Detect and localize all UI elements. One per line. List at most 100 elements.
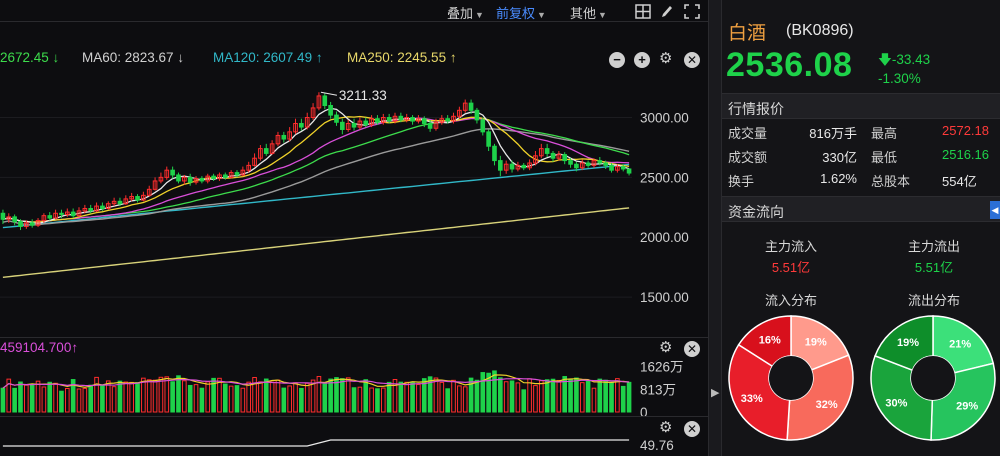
turnover-rate-label: 换手: [728, 174, 755, 189]
flow-scroll-right-button[interactable]: ◀: [990, 201, 1000, 219]
volume-tick-label: 1626万: [640, 360, 684, 375]
ma60-value: MA60: 2823.67 ↓: [82, 50, 185, 65]
price-change-percent: -1.30%: [878, 71, 921, 86]
volume-bar: [503, 381, 509, 413]
volume-header: 459104.700↑ ⚙ ✕: [0, 337, 708, 357]
candle-body: [386, 116, 392, 122]
quote-row: 成交额 330亿 最低 2516.16: [722, 147, 1000, 167]
volume-bar: [269, 381, 275, 413]
ma-legend-bar: 2672.45 ↓ MA60: 2823.67 ↓ MA120: 2607.49…: [0, 48, 708, 70]
candle-body: [509, 163, 515, 170]
volume-header-value: 459104.700↑: [0, 340, 79, 355]
volume-bar: [199, 387, 205, 413]
close-indicator-panel-button[interactable]: ✕: [684, 421, 700, 437]
volume-bar: [152, 379, 158, 413]
indicator-line: 49.76: [2, 438, 674, 453]
volume-bar: [299, 387, 304, 413]
high-label: 最高: [871, 126, 898, 141]
candle-body: [527, 162, 532, 169]
candle-body: [340, 121, 345, 130]
volume-bar: [550, 378, 556, 413]
zoom-out-button[interactable]: −: [609, 52, 625, 68]
volume-bar: [585, 380, 591, 413]
candle-body: [304, 116, 310, 128]
other-dropdown[interactable]: 其他 ▼: [570, 3, 607, 22]
quote-row: 换手 1.62% 总股本 554亿: [722, 171, 1000, 191]
zoom-in-button[interactable]: +: [634, 52, 650, 68]
capital-flow-title: 资金流向: [728, 204, 784, 220]
candle-body: [111, 200, 117, 205]
volume-bar: [334, 377, 339, 413]
volume-settings-gear-icon[interactable]: ⚙: [659, 339, 673, 356]
inflow-slice-label: 16%: [759, 334, 781, 346]
fullscreen-icon[interactable]: [684, 4, 700, 19]
candle-body: [18, 221, 23, 227]
main-inflow-label: 主力流入: [764, 239, 817, 254]
volume-bar: [211, 377, 216, 413]
volume-bar: [94, 376, 99, 413]
close-price-panel-button[interactable]: ✕: [684, 52, 700, 68]
price-grid: [0, 116, 632, 298]
candle-body: [176, 174, 181, 182]
candle-body: [228, 172, 234, 178]
chevron-down-icon: ▼: [475, 10, 484, 20]
adjust-label: 前复权: [496, 6, 536, 21]
candle-body: [199, 178, 205, 182]
volume-bar: [380, 387, 386, 413]
candle-body: [544, 148, 550, 154]
quote-info-panel: 白酒 (BK0896) 2536.08 🡇-33.43 -1.30% 行情报价 …: [722, 0, 1000, 456]
ma-partial-value: 2672.45 ↓: [0, 50, 60, 65]
volume-bar: [287, 385, 292, 413]
price-settings-gear-icon[interactable]: ⚙: [659, 50, 673, 67]
outflow-hole: [911, 356, 955, 400]
candle-body: [486, 131, 491, 147]
volume-bar: [340, 378, 345, 413]
low-label: 最低: [871, 150, 898, 165]
overlay-dropdown[interactable]: 叠加 ▼: [447, 3, 484, 22]
volume-bar: [205, 381, 211, 413]
volume-bar: [240, 387, 246, 413]
inflow-slice-label: 32%: [816, 399, 838, 411]
volume-bar: [363, 379, 369, 413]
price-tick-label: 2000.00: [640, 230, 689, 245]
candle-body: [59, 212, 64, 215]
sector-name: 白酒: [728, 23, 767, 44]
candle-body: [474, 109, 480, 121]
candle-body: [392, 115, 398, 122]
close-volume-panel-button[interactable]: ✕: [684, 341, 700, 357]
candle-body: [0, 212, 6, 220]
high-marker-arrow: [320, 91, 338, 96]
candle-body: [433, 121, 439, 129]
candle-body: [562, 154, 568, 162]
indicator-header: ⚙ ✕: [0, 416, 708, 437]
main-outflow-label: 主力流出: [907, 239, 960, 254]
candle-body: [70, 211, 76, 217]
turnover-amount-label: 成交额: [728, 150, 768, 165]
volume-bar: [568, 378, 573, 413]
candle-body: [129, 196, 134, 200]
volume-bar: [228, 385, 234, 413]
candle-body: [170, 169, 175, 176]
draw-pen-icon[interactable]: [659, 4, 675, 19]
candle-body: [141, 194, 146, 201]
candle-body: [53, 212, 58, 219]
candle-body: [427, 122, 433, 129]
volume-bar: [64, 387, 70, 413]
volume-bar: [47, 381, 53, 413]
candle-body: [76, 210, 82, 217]
volume-bar: [222, 383, 228, 413]
indicator-settings-gear-icon[interactable]: ⚙: [659, 419, 673, 436]
candle-body: [538, 148, 544, 157]
adjust-dropdown[interactable]: 前复权 ▼: [496, 3, 546, 22]
outflow-slice-label: 30%: [885, 397, 907, 409]
collapse-arrow-icon[interactable]: ▶: [711, 387, 720, 399]
outflow-distribution-donut: 21% 29% 30% 19%: [870, 315, 996, 441]
grid-layout-icon[interactable]: [635, 4, 651, 19]
volume-bar: [369, 387, 374, 413]
chevron-down-icon: ▼: [537, 10, 546, 20]
quote-section-header: 行情报价: [722, 93, 1000, 119]
candle-body: [47, 215, 53, 219]
candle-body: [375, 118, 380, 123]
volume-bar: [281, 387, 287, 413]
candle-body: [41, 215, 47, 221]
